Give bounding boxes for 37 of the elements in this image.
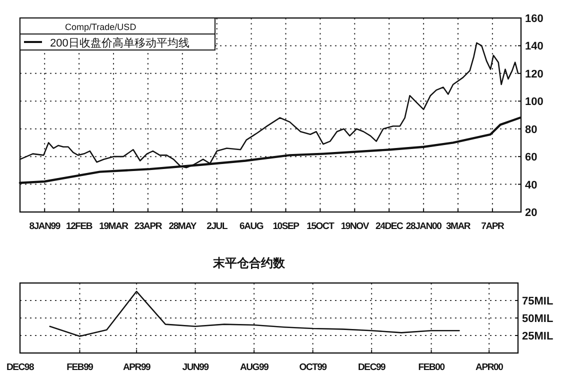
x-tick-label: APR99	[122, 362, 151, 373]
x-tick-label: OCT99	[299, 362, 327, 373]
y-tick-label: 120	[525, 68, 544, 80]
x-tick-label: 24DEC	[376, 221, 404, 232]
legend-label: 200日收盘价高单移动平均线	[50, 36, 190, 50]
y-tick-label: 75MIL	[522, 296, 554, 308]
x-tick-label: 12FEB	[66, 221, 93, 232]
x-tick-label: 15OCT	[306, 221, 335, 232]
x-tick-label: 28MAY	[168, 221, 198, 232]
chart-title: 末平仓合约数	[212, 256, 286, 270]
x-tick-label: 3MAR	[446, 221, 471, 232]
x-tick-label: FEB99	[66, 362, 94, 373]
x-tick-label: 23APR	[134, 221, 162, 232]
x-tick-label: 19MAR	[99, 221, 129, 232]
x-tick-label: DEC99	[358, 362, 386, 373]
y-tick-label: 140	[525, 40, 544, 53]
x-tick-label: JUN99	[182, 362, 209, 373]
y-tick-label: 25MIL	[522, 330, 554, 342]
x-tick-label: APR00	[476, 362, 504, 373]
y-tick-label: 80	[525, 124, 538, 136]
x-tick-label: DEC98	[6, 362, 34, 373]
x-tick-label: 19NOV	[340, 221, 370, 232]
y-tick-label: 60	[525, 152, 538, 164]
legend-title: Comp/Trade/USD	[65, 22, 137, 32]
y-tick-label: 50MIL	[522, 313, 554, 325]
x-tick-label: 8JAN99	[29, 221, 60, 232]
x-tick-label: FEB00	[418, 362, 445, 373]
x-tick-label: 10SEP	[272, 221, 300, 232]
x-tick-label: 28JAN00	[406, 221, 442, 232]
y-tick-label: 160	[525, 13, 544, 25]
x-tick-label: AUG99	[240, 362, 269, 373]
x-tick-label: 7APR	[481, 221, 505, 232]
x-tick-label: 6AUG	[240, 221, 264, 232]
y-tick-label: 40	[525, 179, 538, 192]
y-tick-label: 100	[525, 96, 544, 108]
y-tick-label: 20	[525, 207, 538, 219]
x-tick-label: 2JUL	[206, 221, 228, 232]
